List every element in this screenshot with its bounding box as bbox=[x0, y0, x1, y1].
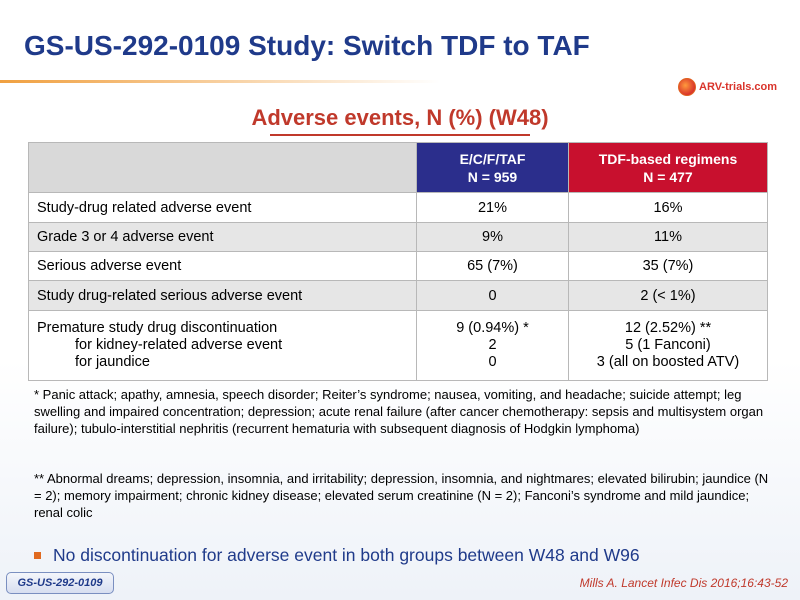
bullet-square-icon bbox=[34, 552, 41, 559]
table-row: Study drug-related serious adverse event… bbox=[28, 280, 768, 311]
header-tdf: TDF-based regimens N = 477 bbox=[568, 142, 768, 193]
table-row: Serious adverse event 65 (7%) 35 (7%) bbox=[28, 251, 768, 281]
row-label: Serious adverse event bbox=[28, 251, 417, 281]
key-finding: No discontinuation for adverse event in … bbox=[34, 545, 640, 566]
header-taf-name: E/C/F/TAF bbox=[459, 150, 526, 167]
kidney-taf: 2 bbox=[488, 337, 497, 353]
row-value-taf: 0 bbox=[416, 280, 569, 311]
logo-text: ARV-trials.com bbox=[699, 81, 778, 93]
discontinuation-taf-cell: 9 (0.94%) * 2 0 bbox=[416, 310, 569, 381]
footnote-single-asterisk: * Panic attack; apathy, amnesia, speech … bbox=[34, 387, 764, 436]
adverse-events-table: E/C/F/TAF N = 959 TDF-based regimens N =… bbox=[28, 142, 768, 381]
table-heading-underline bbox=[270, 134, 530, 136]
citation: Mills A. Lancet Infec Dis 2016;16:43-52 bbox=[579, 576, 788, 590]
jaundice-taf: 0 bbox=[488, 354, 497, 370]
discontinuation-label: Premature study drug discontinuation bbox=[37, 320, 278, 336]
header-blank-cell bbox=[28, 142, 417, 193]
row-value-taf: 21% bbox=[416, 192, 569, 223]
row-value-tdf: 2 (< 1%) bbox=[568, 280, 768, 311]
table-heading: Adverse events, N (%) (W48) bbox=[251, 105, 549, 130]
row-value-taf: 9% bbox=[416, 222, 569, 252]
discontinuation-tdf-cell: 12 (2.52%) ** 5 (1 Fanconi) 3 (all on bo… bbox=[568, 310, 768, 381]
table-row: Study-drug related adverse event 21% 16% bbox=[28, 192, 768, 223]
jaundice-tdf: 3 (all on boosted ATV) bbox=[596, 354, 740, 370]
discontinuation-taf: 9 (0.94%) * bbox=[456, 320, 529, 336]
discontinuation-label-cell: Premature study drug discontinuation for… bbox=[28, 310, 417, 381]
slide-title: GS-US-292-0109 Study: Switch TDF to TAF bbox=[24, 30, 590, 61]
footnote-double-asterisk: ** Abnormal dreams; depression, insomnia… bbox=[34, 471, 769, 520]
kidney-sublabel: for kidney-related adverse event bbox=[75, 337, 283, 353]
row-value-tdf: 11% bbox=[568, 222, 768, 252]
row-value-tdf: 16% bbox=[568, 192, 768, 223]
title-underline bbox=[0, 80, 800, 83]
arv-trials-logo[interactable]: ARV-trials.com bbox=[678, 78, 777, 96]
header-taf-n: N = 959 bbox=[467, 168, 518, 185]
header-tdf-n: N = 477 bbox=[643, 168, 693, 185]
key-finding-text: No discontinuation for adverse event in … bbox=[53, 545, 640, 565]
row-value-taf: 65 (7%) bbox=[416, 251, 569, 281]
header-taf: E/C/F/TAF N = 959 bbox=[416, 142, 569, 193]
discontinuation-row: Premature study drug discontinuation for… bbox=[28, 310, 768, 381]
row-value-tdf: 35 (7%) bbox=[568, 251, 768, 281]
study-badge[interactable]: GS-US-292-0109 bbox=[6, 572, 114, 594]
header-tdf-name: TDF-based regimens bbox=[598, 150, 738, 167]
row-label: Study drug-related serious adverse event bbox=[28, 280, 417, 311]
discontinuation-tdf: 12 (2.52%) ** bbox=[624, 320, 712, 336]
row-label: Grade 3 or 4 adverse event bbox=[28, 222, 417, 252]
jaundice-sublabel: for jaundice bbox=[75, 354, 150, 370]
arv-trials-logo-icon bbox=[678, 78, 696, 96]
table-row: Grade 3 or 4 adverse event 9% 11% bbox=[28, 222, 768, 252]
row-label: Study-drug related adverse event bbox=[28, 192, 417, 223]
kidney-tdf: 5 (1 Fanconi) bbox=[625, 337, 711, 353]
table-header-row: E/C/F/TAF N = 959 TDF-based regimens N =… bbox=[28, 142, 768, 193]
